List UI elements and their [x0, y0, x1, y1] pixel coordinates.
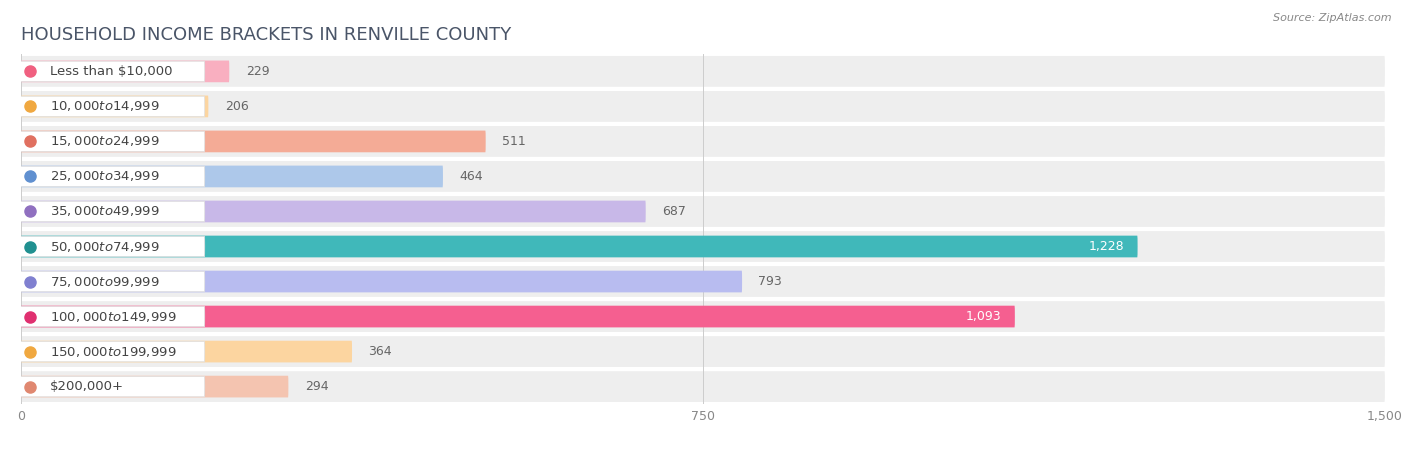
FancyBboxPatch shape: [21, 96, 208, 117]
FancyBboxPatch shape: [21, 271, 742, 292]
FancyBboxPatch shape: [14, 166, 205, 187]
FancyBboxPatch shape: [21, 236, 1137, 257]
FancyBboxPatch shape: [21, 201, 645, 222]
Text: $100,000 to $149,999: $100,000 to $149,999: [51, 309, 177, 324]
Text: 687: 687: [662, 205, 686, 218]
Text: 793: 793: [758, 275, 782, 288]
Text: $35,000 to $49,999: $35,000 to $49,999: [51, 204, 160, 219]
Text: 206: 206: [225, 100, 249, 113]
FancyBboxPatch shape: [21, 306, 1015, 327]
FancyBboxPatch shape: [14, 201, 205, 222]
Text: 229: 229: [246, 65, 270, 78]
FancyBboxPatch shape: [21, 166, 443, 187]
FancyBboxPatch shape: [21, 341, 351, 362]
FancyBboxPatch shape: [21, 196, 1385, 227]
FancyBboxPatch shape: [21, 91, 1385, 122]
FancyBboxPatch shape: [14, 61, 205, 82]
Text: 1,093: 1,093: [966, 310, 1001, 323]
FancyBboxPatch shape: [14, 96, 205, 117]
FancyBboxPatch shape: [21, 131, 485, 152]
FancyBboxPatch shape: [14, 271, 205, 292]
FancyBboxPatch shape: [21, 56, 1385, 87]
Text: $50,000 to $74,999: $50,000 to $74,999: [51, 239, 160, 254]
Text: $15,000 to $24,999: $15,000 to $24,999: [51, 134, 160, 149]
Text: 294: 294: [305, 380, 329, 393]
Text: $75,000 to $99,999: $75,000 to $99,999: [51, 274, 160, 289]
FancyBboxPatch shape: [21, 161, 1385, 192]
FancyBboxPatch shape: [21, 126, 1385, 157]
FancyBboxPatch shape: [21, 61, 229, 82]
Text: 464: 464: [460, 170, 482, 183]
FancyBboxPatch shape: [21, 301, 1385, 332]
Text: Source: ZipAtlas.com: Source: ZipAtlas.com: [1274, 13, 1392, 23]
FancyBboxPatch shape: [14, 341, 205, 362]
Text: 1,228: 1,228: [1088, 240, 1123, 253]
FancyBboxPatch shape: [14, 306, 205, 327]
FancyBboxPatch shape: [21, 371, 1385, 402]
Text: $10,000 to $14,999: $10,000 to $14,999: [51, 99, 160, 114]
Text: Less than $10,000: Less than $10,000: [51, 65, 173, 78]
FancyBboxPatch shape: [14, 131, 205, 152]
Text: HOUSEHOLD INCOME BRACKETS IN RENVILLE COUNTY: HOUSEHOLD INCOME BRACKETS IN RENVILLE CO…: [21, 26, 512, 44]
FancyBboxPatch shape: [21, 266, 1385, 297]
Text: $200,000+: $200,000+: [51, 380, 124, 393]
Text: $150,000 to $199,999: $150,000 to $199,999: [51, 344, 177, 359]
Text: $25,000 to $34,999: $25,000 to $34,999: [51, 169, 160, 184]
Text: 364: 364: [368, 345, 392, 358]
FancyBboxPatch shape: [14, 236, 205, 257]
Text: 511: 511: [502, 135, 526, 148]
FancyBboxPatch shape: [21, 231, 1385, 262]
FancyBboxPatch shape: [21, 376, 288, 397]
FancyBboxPatch shape: [21, 336, 1385, 367]
FancyBboxPatch shape: [14, 376, 205, 397]
